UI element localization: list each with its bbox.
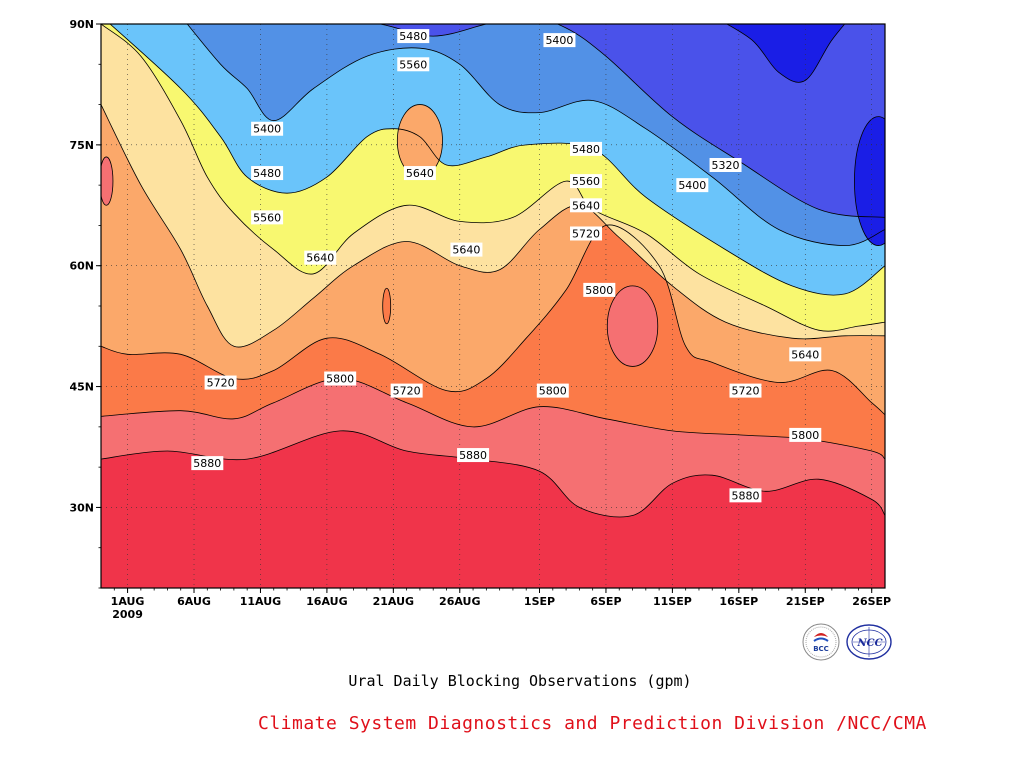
x-tick-label: 21SEP (786, 595, 825, 608)
contour-label-bg (251, 166, 284, 181)
contour-label-bg (304, 250, 337, 265)
contour-labels: 5480 5400 5560 5400 5480 5640 5560 5480 5560 5320… (191, 29, 822, 503)
chart-title: Ural Daily Blocking Observations (gpm) (348, 672, 692, 690)
contour-lines (101, 24, 885, 518)
contour-label-bg (390, 383, 423, 398)
contour-label: 5560 (572, 175, 600, 188)
contour-label-bg (729, 488, 762, 503)
contour-label-bg (450, 242, 483, 257)
contour-label: 5640 (572, 199, 600, 212)
contour-label: 5880 (193, 457, 221, 470)
contour-label-bg (570, 174, 603, 189)
contour-label: 5800 (791, 429, 819, 442)
band-north-of-5400 (380, 24, 885, 218)
ncc-logo: NCC (846, 624, 892, 660)
contour-label: 5800 (585, 284, 613, 297)
contour-label: 5400 (678, 179, 706, 192)
x-tick-label: 11SEP (653, 595, 692, 608)
contour-label: 5720 (393, 385, 421, 398)
contour-line-5480 (186, 24, 885, 247)
closed-contour-5800 (606, 285, 659, 367)
contour-label: 5800 (326, 373, 354, 386)
contour-label-bg (457, 448, 490, 463)
contour-label-bg (709, 158, 742, 172)
contour-label: 5640 (406, 167, 434, 180)
contour-label-bg (204, 375, 237, 390)
x-tick-label: 16SEP (719, 595, 758, 608)
x-tick-label: 11AUG (240, 595, 281, 608)
contour-label: 5880 (731, 489, 759, 502)
ncc-logo-text: NCC (856, 638, 882, 649)
x-tick-label: 6AUG (177, 595, 211, 608)
contour-label: 5880 (459, 449, 487, 462)
contour-label: 5480 (572, 143, 600, 156)
contour-label: 5640 (791, 348, 819, 361)
contour-label-bg (536, 383, 569, 398)
credit-text: Climate System Diagnostics and Predictio… (258, 713, 927, 734)
y-tick-label: 75N (69, 139, 94, 152)
contour-label-bg (570, 141, 603, 156)
contour-label: 5720 (207, 377, 235, 390)
contour-label: 5400 (253, 123, 281, 136)
contour-label-bg (543, 33, 576, 48)
contour-label: 5320 (712, 159, 740, 172)
x-tick-label: 1SEP (524, 595, 555, 608)
y-tick-label: 45N (69, 381, 94, 394)
contour-label-bg (570, 198, 603, 213)
contour-label: 5640 (306, 252, 334, 265)
contour-label-bg (729, 383, 762, 398)
contour-label-bg (397, 29, 430, 44)
contour-label: 5720 (731, 385, 759, 398)
contour-chart: 5480 5400 5560 5400 5480 5640 5560 5480 5560 5320… (69, 18, 891, 621)
contour-label-bg (789, 347, 822, 362)
x-tick-label: 26SEP (852, 595, 891, 608)
contour-label: 5560 (253, 211, 281, 224)
contour-line-5640 (101, 24, 885, 332)
contour-label: 5800 (539, 385, 567, 398)
contour-label: 5400 (545, 34, 573, 47)
y-tick-label: 30N (69, 501, 94, 514)
contour-label-bg (583, 282, 616, 297)
grid-lines (101, 24, 885, 588)
contour-label-bg (570, 226, 603, 241)
contour-fill-layer (101, 24, 885, 588)
contour-label-bg (676, 178, 709, 193)
bcc-logo-text: BCC (813, 645, 829, 653)
y-tick-label: 60N (69, 260, 94, 273)
x-tick-label: 26AUG (439, 595, 480, 608)
contour-label-bg (251, 210, 284, 225)
x-tick-label: 2009 (112, 608, 143, 621)
bcc-logo: BCC (802, 623, 840, 661)
closed-contour-5800 (101, 156, 114, 206)
contour-label: 5480 (399, 30, 427, 43)
contour-label: 5640 (452, 244, 480, 257)
x-tick-label: 16AUG (306, 595, 347, 608)
contour-line-5320 (726, 24, 846, 83)
contour-line-5960 (101, 430, 885, 518)
contour-label: 5480 (253, 167, 281, 180)
closed-contour-5720 (382, 287, 392, 325)
x-tick-label: 21AUG (373, 595, 414, 608)
contour-label: 5720 (572, 227, 600, 240)
x-tick-label: 1AUG (111, 595, 145, 608)
closed-contour-5320 (854, 116, 885, 246)
x-tick-label: 6SEP (590, 595, 621, 608)
contour-label: 5560 (399, 58, 427, 71)
contour-label-bg (397, 57, 430, 72)
contour-line-5720 (101, 104, 885, 348)
y-tick-label: 90N (69, 18, 94, 31)
contour-label-bg (191, 456, 224, 471)
contour-label-bg (251, 121, 284, 136)
contour-label-bg (403, 166, 436, 181)
contour-line-5560 (109, 24, 885, 296)
contour-label-bg (789, 427, 822, 442)
contour-label-bg (324, 371, 357, 386)
